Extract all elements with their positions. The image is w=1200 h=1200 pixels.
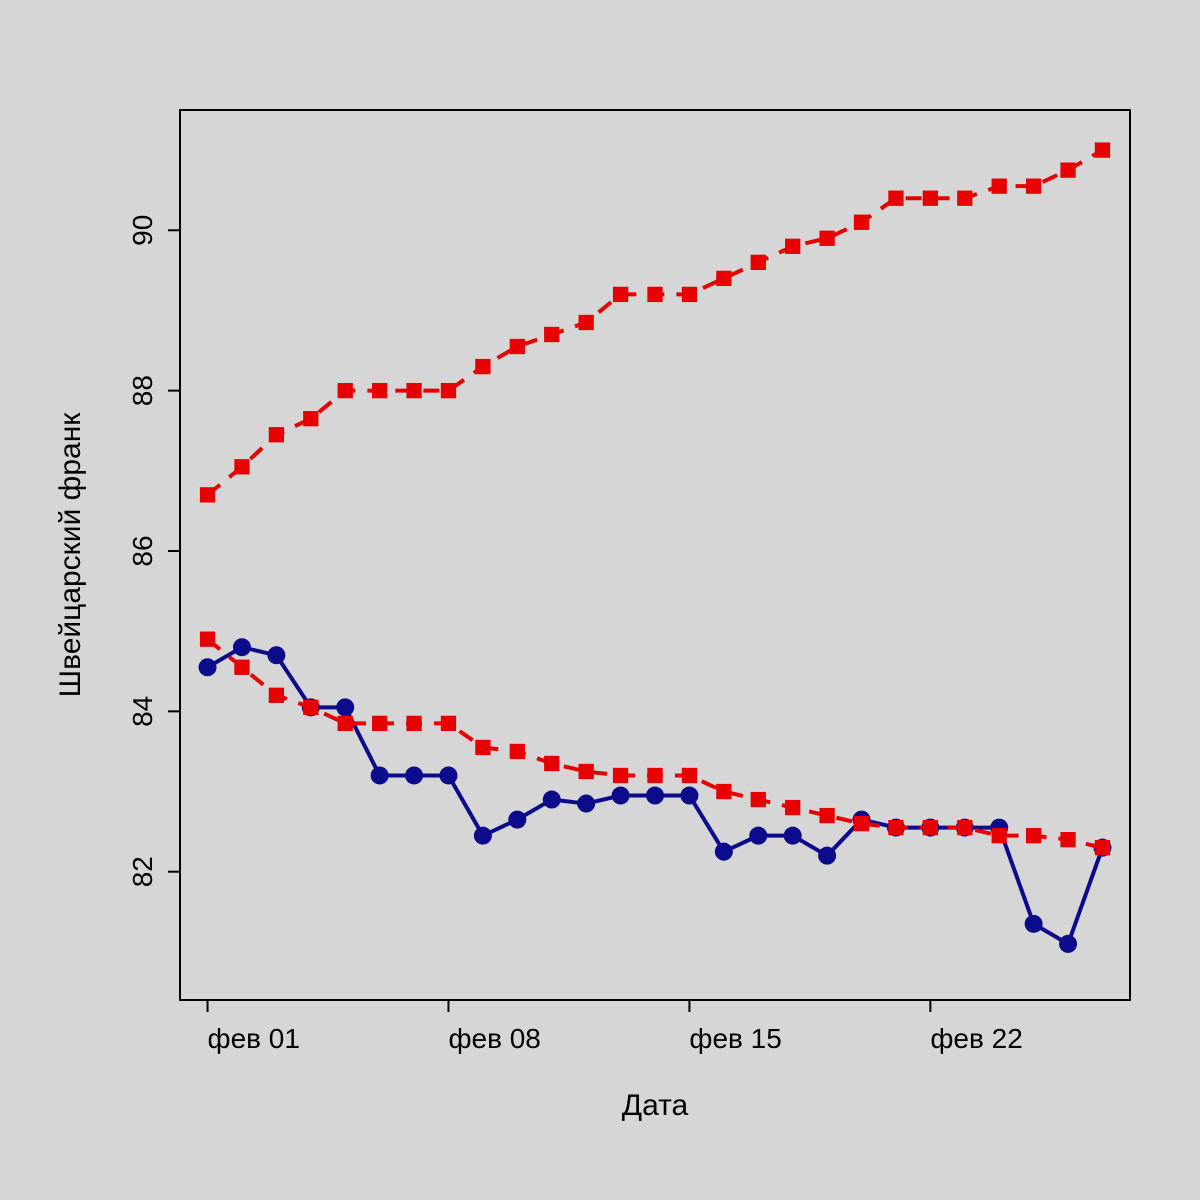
x-tick-label: фев 22 <box>930 1023 1022 1054</box>
series-actual-marker <box>543 791 561 809</box>
series-actual-marker <box>612 787 630 805</box>
series-upper-marker <box>957 191 972 206</box>
series-upper-marker <box>303 411 318 426</box>
series-upper-marker <box>785 239 800 254</box>
series-lower-marker <box>854 816 869 831</box>
series-lower-marker <box>544 756 559 771</box>
series-upper-marker <box>234 459 249 474</box>
series-actual-marker <box>267 646 285 664</box>
series-lower-marker <box>269 688 284 703</box>
series-lower-marker <box>716 784 731 799</box>
series-upper-marker <box>269 427 284 442</box>
series-upper-marker <box>682 287 697 302</box>
series-lower-marker <box>957 820 972 835</box>
y-tick-label: 90 <box>127 215 158 246</box>
series-actual-marker <box>508 811 526 829</box>
y-tick-label: 82 <box>127 856 158 887</box>
series-upper-marker <box>888 191 903 206</box>
series-actual-marker <box>1059 935 1077 953</box>
series-actual-marker <box>405 766 423 784</box>
series-upper-marker <box>1060 162 1075 177</box>
series-lower-marker <box>406 716 421 731</box>
series-lower-marker <box>579 764 594 779</box>
series-actual-marker <box>199 658 217 676</box>
series-lower-marker <box>682 768 697 783</box>
series-lower-marker <box>923 820 938 835</box>
series-lower-marker <box>888 820 903 835</box>
series-lower-marker <box>475 740 490 755</box>
series-lower-marker <box>338 716 353 731</box>
series-lower-marker <box>785 800 800 815</box>
series-upper-marker <box>923 191 938 206</box>
series-lower-marker <box>1095 840 1110 855</box>
series-actual-marker <box>336 698 354 716</box>
series-actual-marker <box>371 766 389 784</box>
series-lower-marker <box>819 808 834 823</box>
series-actual-marker <box>784 827 802 845</box>
series-lower-marker <box>372 716 387 731</box>
series-upper-marker <box>716 271 731 286</box>
y-tick-label: 84 <box>127 696 158 727</box>
series-lower-marker <box>510 744 525 759</box>
series-actual-marker <box>680 787 698 805</box>
series-actual-marker <box>749 827 767 845</box>
series-lower-marker <box>1026 828 1041 843</box>
series-lower-marker <box>200 632 215 647</box>
series-lower-marker <box>751 792 766 807</box>
series-upper-marker <box>751 255 766 270</box>
x-tick-label: фев 01 <box>208 1023 300 1054</box>
x-tick-label: фев 15 <box>689 1023 781 1054</box>
series-upper-marker <box>510 339 525 354</box>
series-actual-marker <box>439 766 457 784</box>
series-upper-marker <box>992 179 1007 194</box>
series-upper-marker <box>579 315 594 330</box>
y-axis-label: Швейцарский франк <box>54 412 87 698</box>
series-upper-marker <box>1095 142 1110 157</box>
series-upper-marker <box>338 383 353 398</box>
x-axis-label: Дата <box>622 1089 689 1122</box>
series-lower-marker <box>647 768 662 783</box>
series-lower-marker <box>613 768 628 783</box>
series-upper-marker <box>372 383 387 398</box>
series-actual-marker <box>646 787 664 805</box>
series-actual-marker <box>715 843 733 861</box>
series-actual-marker <box>233 638 251 656</box>
series-upper-marker <box>475 359 490 374</box>
series-upper-marker <box>200 487 215 502</box>
series-lower-marker <box>234 660 249 675</box>
series-upper-marker <box>406 383 421 398</box>
series-lower-marker <box>992 828 1007 843</box>
series-actual-marker <box>474 827 492 845</box>
line-chart: 82 84 86 88 90 фев 01 фев 08 фев 15 фев 22 Дата Шв… <box>0 0 1200 1200</box>
series-actual-marker <box>577 795 595 813</box>
x-tick-label: фев 08 <box>448 1023 540 1054</box>
series-actual-marker <box>818 847 836 865</box>
series-lower-marker <box>441 716 456 731</box>
series-upper-marker <box>613 287 628 302</box>
series-upper-marker <box>544 327 559 342</box>
y-tick-label: 88 <box>127 375 158 406</box>
series-actual-marker <box>1025 915 1043 933</box>
series-lower-marker <box>1060 832 1075 847</box>
series-upper-marker <box>819 231 834 246</box>
series-upper-marker <box>441 383 456 398</box>
series-upper-marker <box>647 287 662 302</box>
series-lower-marker <box>303 700 318 715</box>
series-upper-marker <box>1026 179 1041 194</box>
y-tick-label: 86 <box>127 535 158 566</box>
chart-container: 82 84 86 88 90 фев 01 фев 08 фев 15 фев 22 Дата Шв… <box>0 0 1200 1200</box>
series-upper-marker <box>854 215 869 230</box>
